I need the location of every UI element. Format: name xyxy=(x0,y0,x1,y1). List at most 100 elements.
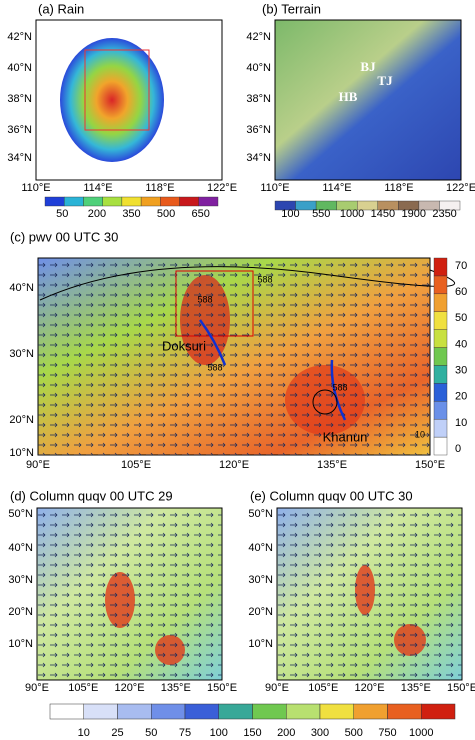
colorbar-label: 50 xyxy=(145,727,157,739)
annotation: 588 xyxy=(257,274,272,284)
colorbar-cell xyxy=(151,703,186,720)
colorbar-cell xyxy=(140,196,161,207)
lat-label: 38°N xyxy=(7,93,32,105)
lat-label: 42°N xyxy=(7,31,32,43)
colorbar-cell xyxy=(433,418,448,438)
lat-label: 40°N xyxy=(9,282,34,294)
colorbar-cell xyxy=(433,257,448,277)
colorbar-cell xyxy=(433,293,448,312)
lat-label: 50°N xyxy=(248,508,273,520)
colorbar-label: 650 xyxy=(192,208,210,220)
annotation: TJ xyxy=(377,73,393,88)
lon-label: 120°E xyxy=(354,682,384,694)
colorbar-label: 10 xyxy=(78,727,90,739)
lon-label: 150°E xyxy=(207,682,237,694)
colorbar-cell xyxy=(433,275,448,295)
colorbar-label: 350 xyxy=(122,208,140,220)
colorbar-label: 100 xyxy=(281,208,299,220)
colorbar-label: 0 xyxy=(455,443,461,455)
panel-title: (d) Column quqv 00 UTC 29 xyxy=(10,488,173,503)
annotation: HB xyxy=(339,89,358,104)
panel-c xyxy=(37,257,455,456)
colorbar-cell xyxy=(319,703,354,720)
lat-label: 40°N xyxy=(7,62,32,74)
colorbar-label: 200 xyxy=(88,208,106,220)
lon-label: 135°E xyxy=(401,682,431,694)
lon-label: 105°E xyxy=(68,682,98,694)
lon-label: 150°E xyxy=(415,459,445,471)
colorbar-label: 50 xyxy=(455,312,467,324)
colorbar-cell xyxy=(286,703,321,720)
lat-label: 42°N xyxy=(246,31,271,43)
lat-label: 40°N xyxy=(246,62,271,74)
colorbar-cell xyxy=(83,703,118,720)
colorbar-label: 20 xyxy=(455,391,467,403)
lon-label: 90°E xyxy=(26,459,50,471)
colorbar-cell xyxy=(439,200,461,211)
colorbar-cell xyxy=(218,703,253,720)
annotation: Khanun xyxy=(323,429,368,444)
lat-label: 10°N xyxy=(8,638,33,650)
colorbar-cell xyxy=(433,436,448,456)
lat-label: 20°N xyxy=(8,606,33,618)
lon-label: 118°E xyxy=(145,182,174,194)
colorbar-cell xyxy=(121,196,142,207)
colorbar-cell xyxy=(102,196,123,207)
colorbar-label: 550 xyxy=(312,208,330,220)
lat-label: 20°N xyxy=(9,414,34,426)
lon-label: 110°E xyxy=(21,182,50,194)
colorbar-label: 200 xyxy=(277,727,295,739)
colorbar-cell xyxy=(179,196,199,207)
lat-label: 38°N xyxy=(246,93,271,105)
annotation: 588 xyxy=(197,294,212,304)
lat-label: 30°N xyxy=(248,574,273,586)
colorbar-label: 70 xyxy=(455,260,467,272)
lat-label: 30°N xyxy=(9,348,34,360)
colorbar-cell xyxy=(433,365,448,384)
colorbar-label: 2350 xyxy=(432,208,456,220)
panel-e xyxy=(276,507,463,681)
colorbar-cell xyxy=(433,329,448,348)
colorbar-label: 10 xyxy=(455,417,467,429)
colorbar-cell xyxy=(64,196,84,207)
colorbar-label: 1000 xyxy=(409,727,433,739)
lat-label: 40°N xyxy=(248,542,273,554)
lon-label: 118°E xyxy=(384,182,413,194)
annotation: 10 xyxy=(415,429,425,439)
colorbar-cell xyxy=(117,703,152,720)
lon-label: 135°E xyxy=(161,682,191,694)
lon-label: 122°E xyxy=(207,182,237,194)
colorbar-cell xyxy=(160,196,180,207)
lat-label: 20°N xyxy=(248,606,273,618)
lon-label: 110°E xyxy=(260,182,289,194)
lat-label: 10°N xyxy=(248,638,273,650)
colorbar-label: 1000 xyxy=(340,208,364,220)
annotation: BJ xyxy=(360,59,376,74)
colorbar-cell xyxy=(433,311,448,330)
panel-title: (a) Rain xyxy=(38,1,84,16)
lat-label: 34°N xyxy=(7,152,32,164)
panel-b xyxy=(274,19,462,181)
colorbar-label: 30 xyxy=(455,364,467,376)
lat-label: 30°N xyxy=(8,574,33,586)
lon-label: 120°E xyxy=(219,459,249,471)
colorbar-label: 750 xyxy=(378,727,396,739)
colorbar-cell xyxy=(433,401,448,420)
annotation: 588 xyxy=(332,382,347,392)
colorbar-label: 25 xyxy=(111,727,123,739)
colorbar-cell xyxy=(421,703,456,720)
lon-label: 114°E xyxy=(83,182,112,194)
annotation: 588 xyxy=(207,362,222,372)
colorbar-label: 500 xyxy=(345,727,363,739)
colorbar-cell xyxy=(49,703,84,720)
colorbar-label: 1450 xyxy=(371,208,395,220)
annotation: Doksuri xyxy=(162,338,206,353)
lon-label: 90°E xyxy=(25,682,49,694)
colorbar-label: 60 xyxy=(455,286,467,298)
colorbar-cell xyxy=(83,196,103,207)
colorbar-label: 150 xyxy=(243,727,261,739)
colorbar-cell xyxy=(184,703,219,720)
lon-label: 135°E xyxy=(317,459,347,471)
panel-a xyxy=(35,19,223,181)
